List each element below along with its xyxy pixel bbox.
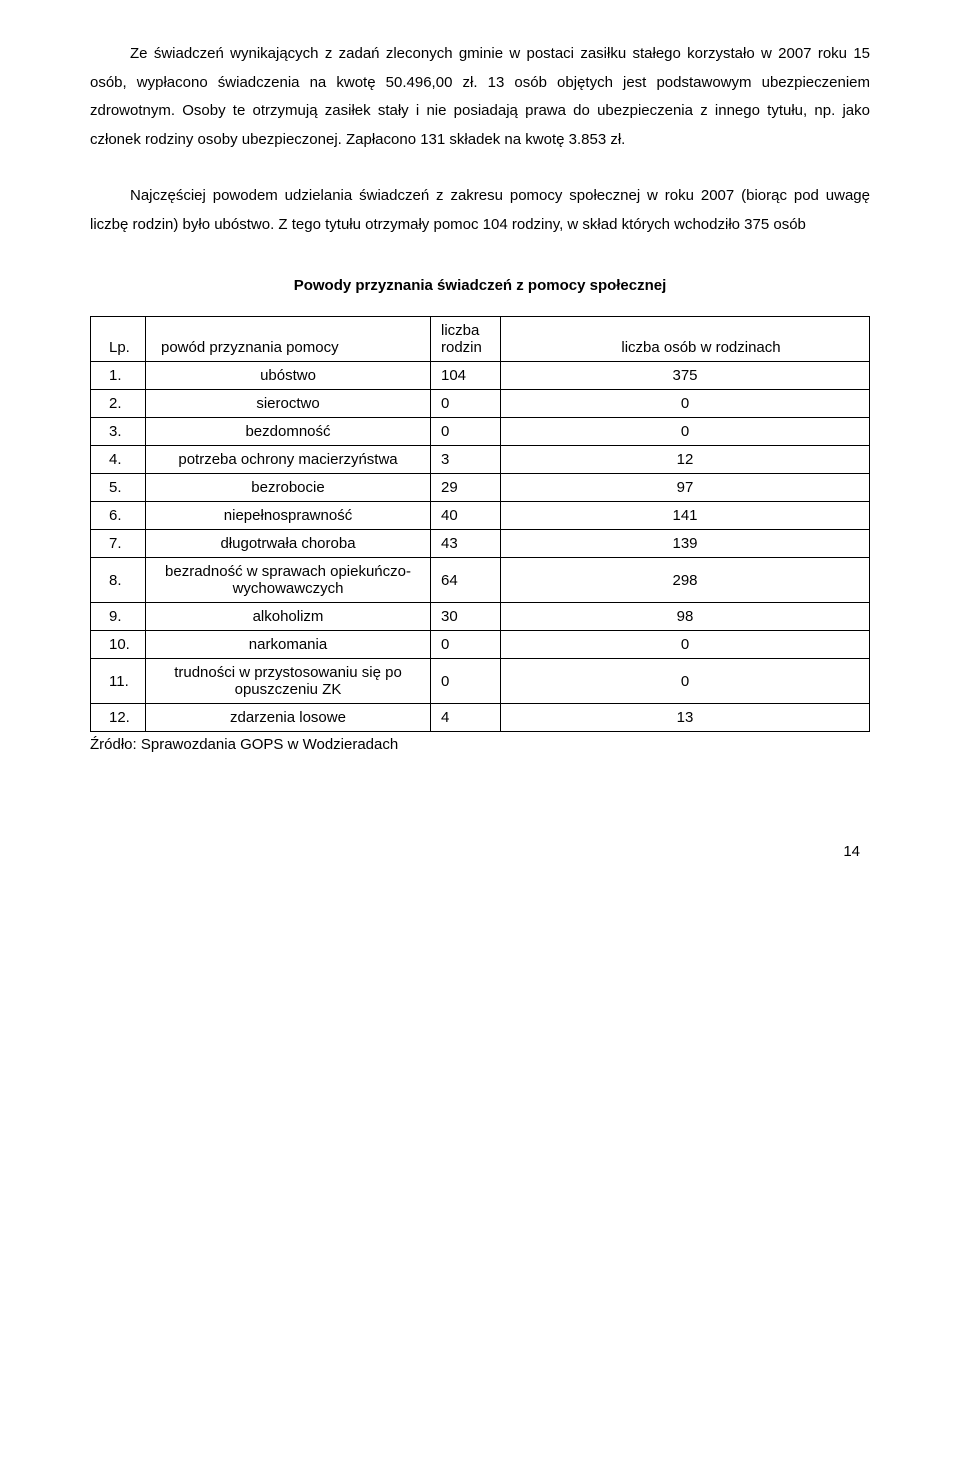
cell-people: 0 [501, 659, 870, 704]
cell-people: 98 [501, 603, 870, 631]
cell-people: 141 [501, 502, 870, 530]
cell-reason: potrzeba ochrony macierzyństwa [146, 446, 431, 474]
cell-families: 0 [431, 631, 501, 659]
cell-lp: 10. [91, 631, 146, 659]
cell-reason: narkomania [146, 631, 431, 659]
cell-families: 0 [431, 390, 501, 418]
benefits-table: Lp. powód przyznania pomocy liczba rodzi… [90, 316, 870, 732]
cell-lp: 3. [91, 418, 146, 446]
cell-families: 104 [431, 362, 501, 390]
cell-reason: długotrwała choroba [146, 530, 431, 558]
table-header-row: Lp. powód przyznania pomocy liczba rodzi… [91, 317, 870, 362]
cell-people: 97 [501, 474, 870, 502]
paragraph-2: Najczęściej powodem udzielania świadczeń… [90, 182, 870, 239]
header-families: liczba rodzin [431, 317, 501, 362]
table-row: 9.alkoholizm3098 [91, 603, 870, 631]
cell-reason: ubóstwo [146, 362, 431, 390]
table-row: 5.bezrobocie2997 [91, 474, 870, 502]
cell-families: 3 [431, 446, 501, 474]
cell-reason: bezradność w sprawach opiekuńczo-wychowa… [146, 558, 431, 603]
cell-families: 0 [431, 418, 501, 446]
table-row: 10.narkomania00 [91, 631, 870, 659]
table-row: 6.niepełnosprawność40141 [91, 502, 870, 530]
header-reason: powód przyznania pomocy [146, 317, 431, 362]
cell-people: 0 [501, 418, 870, 446]
cell-families: 29 [431, 474, 501, 502]
cell-lp: 11. [91, 659, 146, 704]
table-row: 1.ubóstwo104375 [91, 362, 870, 390]
table-row: 7.długotrwała choroba43139 [91, 530, 870, 558]
cell-people: 139 [501, 530, 870, 558]
cell-families: 40 [431, 502, 501, 530]
cell-reason: zdarzenia losowe [146, 704, 431, 732]
cell-families: 64 [431, 558, 501, 603]
cell-reason: niepełnosprawność [146, 502, 431, 530]
cell-lp: 5. [91, 474, 146, 502]
cell-reason: bezrobocie [146, 474, 431, 502]
cell-families: 43 [431, 530, 501, 558]
table-row: 2.sieroctwo00 [91, 390, 870, 418]
table-row: 4.potrzeba ochrony macierzyństwa312 [91, 446, 870, 474]
cell-families: 4 [431, 704, 501, 732]
table-title: Powody przyznania świadczeń z pomocy spo… [90, 277, 870, 294]
cell-families: 0 [431, 659, 501, 704]
cell-reason: alkoholizm [146, 603, 431, 631]
cell-lp: 6. [91, 502, 146, 530]
cell-people: 298 [501, 558, 870, 603]
cell-people: 0 [501, 631, 870, 659]
table-row: 3.bezdomność00 [91, 418, 870, 446]
cell-people: 375 [501, 362, 870, 390]
paragraph-1: Ze świadczeń wynikających z zadań zlecon… [90, 40, 870, 154]
cell-lp: 2. [91, 390, 146, 418]
cell-lp: 4. [91, 446, 146, 474]
cell-people: 13 [501, 704, 870, 732]
cell-lp: 1. [91, 362, 146, 390]
cell-families: 30 [431, 603, 501, 631]
cell-people: 12 [501, 446, 870, 474]
page-number: 14 [90, 843, 870, 860]
cell-lp: 8. [91, 558, 146, 603]
cell-reason: sieroctwo [146, 390, 431, 418]
cell-lp: 7. [91, 530, 146, 558]
cell-lp: 9. [91, 603, 146, 631]
table-source: Źródło: Sprawozdania GOPS w Wodzieradach [90, 736, 870, 753]
cell-people: 0 [501, 390, 870, 418]
cell-reason: trudności w przystosowaniu się po opuszc… [146, 659, 431, 704]
header-lp: Lp. [91, 317, 146, 362]
cell-reason: bezdomność [146, 418, 431, 446]
table-row: 12.zdarzenia losowe413 [91, 704, 870, 732]
header-people: liczba osób w rodzinach [501, 317, 870, 362]
table-row: 11.trudności w przystosowaniu się po opu… [91, 659, 870, 704]
cell-lp: 12. [91, 704, 146, 732]
table-row: 8.bezradność w sprawach opiekuńczo-wycho… [91, 558, 870, 603]
